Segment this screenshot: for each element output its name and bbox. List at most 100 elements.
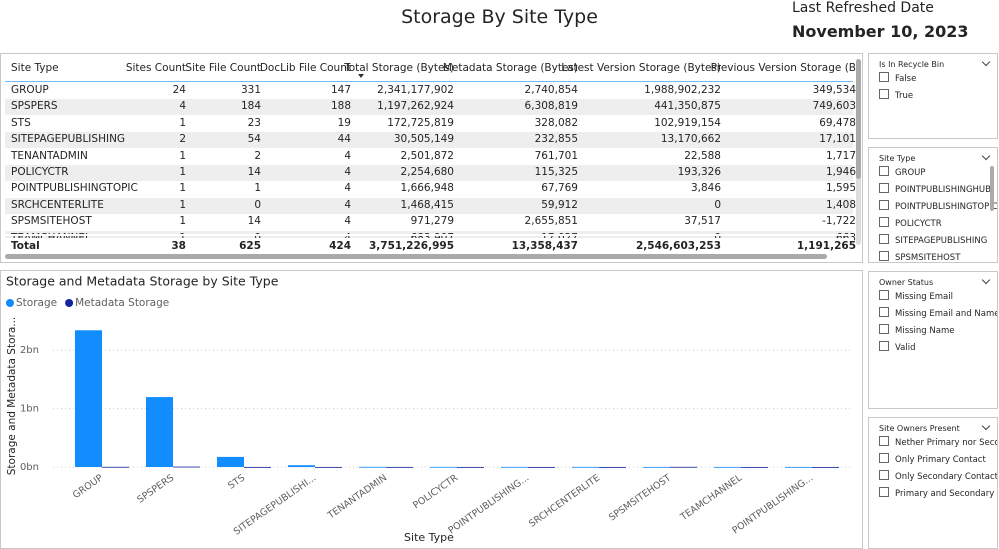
table-cell: 2 — [254, 149, 261, 162]
table-cell: 193,326 — [677, 166, 721, 178]
x-tick-label: STS — [226, 472, 247, 491]
table-cell: 424 — [329, 240, 351, 252]
v-scrollbar[interactable] — [856, 59, 861, 245]
table-cell: 1,197,262,924 — [377, 100, 454, 113]
table-cell: 24 — [172, 84, 186, 96]
row-band — [5, 99, 853, 116]
x-axis-label: Site Type — [404, 531, 454, 544]
slicer-item[interactable]: GROUP — [879, 166, 926, 178]
slicer-item[interactable]: SPSMSITEHOST — [879, 251, 960, 262]
table-cell: STS — [11, 116, 31, 129]
slicer-item[interactable]: Valid — [879, 341, 915, 353]
table-cell: Total — [11, 240, 40, 252]
bar — [812, 466, 839, 468]
table-cell: 0 — [714, 232, 721, 244]
table-cell: 4 — [179, 100, 186, 113]
table-cell: 441,350,875 — [654, 100, 721, 113]
table-cell: 1 — [179, 198, 186, 211]
slicer-item[interactable]: True — [879, 89, 913, 101]
table-cell: 4 — [344, 215, 351, 228]
slicer-item[interactable]: False — [879, 72, 916, 84]
table-cell: 22,588 — [684, 149, 721, 162]
page-title: Storage By Site Type — [401, 6, 598, 28]
table-cell: 2,254,680 — [400, 166, 454, 178]
table-cell: Site Type — [11, 62, 59, 74]
slicer-scrollbar[interactable] — [990, 166, 994, 211]
slicer-item[interactable]: Missing Email — [879, 290, 953, 302]
bar — [501, 466, 528, 468]
refreshed-label: Last Refreshed Date — [792, 0, 934, 16]
y-tick-label: 1bn — [20, 404, 39, 415]
table-cell: 115,325 — [534, 166, 578, 178]
table-cell: SPSMSITEHOST — [11, 215, 92, 228]
slicer-item[interactable]: Nether Primary nor Seco... — [879, 436, 997, 448]
table-cell: -1,722 — [822, 215, 856, 228]
header-rule — [5, 81, 853, 82]
y-axis-label: Storage and Metadata Stora... — [6, 317, 18, 476]
table-cell: 1 — [179, 182, 186, 195]
slicer-item[interactable]: POINTPUBLISHINGTOPIC — [879, 200, 997, 212]
table-cell: 0 — [254, 198, 261, 211]
table-cell: 147 — [330, 84, 351, 96]
slicer-item[interactable]: Only Primary Contact — [879, 453, 986, 465]
table-cell: 1,717 — [825, 149, 856, 162]
y-tick-label: 2bn — [20, 345, 39, 356]
table-cell: 3,751,226,995 — [368, 240, 454, 252]
table-cell: 30,505,149 — [393, 133, 454, 146]
x-tick-label: POLICYCTR — [411, 472, 460, 511]
y-tick-label: 0bn — [20, 462, 39, 473]
slicer-item[interactable]: Missing Email and Name — [879, 307, 997, 319]
table-cell: 69,478 — [819, 116, 856, 129]
table-cell: 13,358,437 — [511, 240, 578, 252]
table-cell: 1 — [254, 182, 261, 195]
slicer-chevron[interactable] — [981, 57, 991, 67]
table-cell: SPSPERS — [11, 100, 58, 113]
row-band — [5, 165, 853, 181]
bar — [146, 397, 173, 467]
bar — [288, 465, 315, 467]
table-cell: 3,846 — [690, 182, 721, 195]
table-cell: 14 — [247, 215, 261, 228]
table-cell: 23 — [247, 116, 261, 129]
table-cell: 328,082 — [534, 116, 578, 129]
bar — [643, 466, 670, 468]
table-cell: 1 — [179, 215, 186, 228]
bar — [102, 466, 129, 468]
table-cell: 1,408 — [825, 198, 856, 211]
bar — [741, 466, 768, 468]
slicer-chevron[interactable] — [981, 151, 991, 161]
table-cell: 2,341,177,902 — [377, 84, 454, 96]
table-cell: 1,946 — [825, 166, 856, 178]
slicer: Site Type GROUP POINTPUBLISHINGHUB POINTPUB… — [868, 147, 998, 263]
slicer-chevron[interactable] — [981, 275, 991, 285]
table-cell: 0 — [254, 232, 261, 244]
bar — [173, 466, 200, 468]
table-cell: 172,725,819 — [387, 116, 454, 129]
table-cell: TENANTADMIN — [11, 149, 88, 162]
x-tick-label: GROUP — [71, 472, 105, 501]
bar — [572, 466, 599, 468]
h-scrollbar[interactable] — [5, 254, 827, 259]
slicer-item[interactable]: POLICYCTR — [879, 217, 942, 229]
x-tick-label: SPSPERS — [135, 472, 176, 505]
table-cell: 19 — [337, 116, 351, 129]
table-cell: Previous Version Storage (B — [710, 62, 856, 74]
table-cell: 2 — [179, 133, 186, 146]
x-tick-label: SRCHCENTERLITE — [527, 472, 602, 529]
bar — [599, 466, 626, 468]
bar — [75, 330, 102, 467]
x-tick-label: SPSMSITEHOST — [607, 472, 673, 523]
slicer-item[interactable]: POINTPUBLISHINGHUB — [879, 183, 991, 195]
slicer-item[interactable]: SITEPAGEPUBLISHING — [879, 234, 987, 246]
table-cell: 184 — [240, 100, 261, 113]
slicer-item[interactable]: Primary and Secondary C... — [879, 487, 997, 499]
slicer-item[interactable]: Only Secondary Contact — [879, 470, 997, 482]
table-cell: 4 — [344, 182, 351, 195]
table-cell: 232,855 — [534, 133, 578, 146]
slicer-item[interactable]: Missing Name — [879, 324, 954, 336]
slicer-chevron[interactable] — [981, 421, 991, 431]
table-cell: 67,769 — [541, 182, 578, 195]
x-tick-label: TEAMCHANNEL — [678, 472, 745, 523]
table-cell: 4 — [344, 149, 351, 162]
bar — [528, 466, 555, 468]
